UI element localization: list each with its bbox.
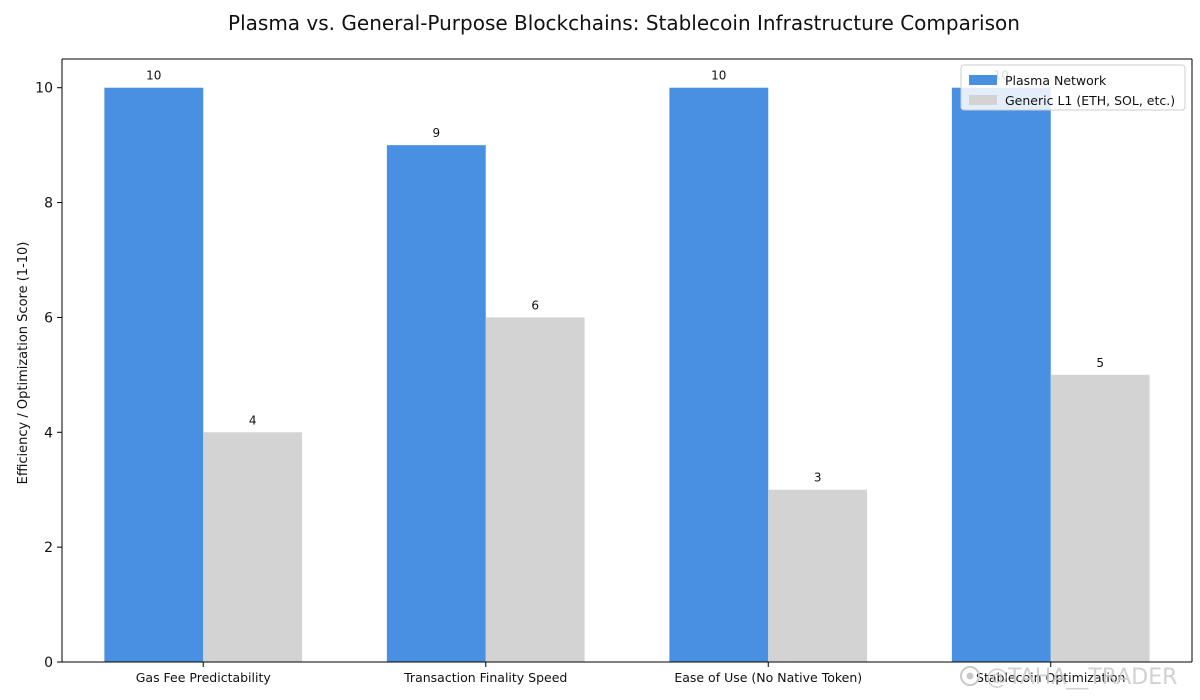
legend-label: Plasma Network — [1005, 73, 1107, 88]
legend-swatch — [969, 95, 997, 105]
x-tick-label: Gas Fee Predictability — [136, 670, 272, 685]
data-label: 10 — [146, 69, 161, 83]
x-tick-label: Ease of Use (No Native Token) — [674, 670, 862, 685]
y-axis-label: Efficiency / Optimization Score (1-10) — [16, 242, 31, 485]
axes-layer: 0 2 4 6 8 10 Gas Fee Predictability Transaction… — [35, 58, 1193, 685]
chart-title: Plasma vs. General-Purpose Blockchains: … — [228, 11, 1020, 35]
data-label: 6 — [531, 298, 539, 312]
bar-generic-2 — [485, 317, 585, 662]
bar-plasma-1 — [104, 87, 204, 662]
logo-icon-core — [966, 672, 974, 680]
bar-plasma-3 — [669, 87, 769, 662]
legend-swatch — [969, 75, 997, 85]
data-label: 3 — [814, 471, 822, 485]
bar-plasma-4 — [951, 87, 1051, 662]
y-tick-label: 6 — [44, 310, 53, 326]
data-label: 4 — [249, 413, 257, 427]
logo-icon — [960, 666, 980, 686]
y-tick-label: 2 — [44, 540, 53, 556]
y-tick-label: 0 — [44, 655, 53, 671]
y-tick-label: 10 — [35, 81, 53, 97]
bar-plasma-2 — [386, 145, 486, 663]
legend: Plasma Network Generic L1 (ETH, SOL, etc.… — [960, 64, 1186, 111]
y-tick-label: 8 — [44, 196, 53, 212]
watermark: @TAHA__TRADER — [960, 665, 1177, 690]
x-tick-label: Transaction Finality Speed — [403, 670, 567, 685]
bars-layer — [104, 87, 1150, 663]
data-label: 5 — [1096, 356, 1104, 370]
legend-label: Generic L1 (ETH, SOL, etc.) — [1005, 93, 1175, 108]
y-tick-label: 4 — [44, 425, 53, 441]
x-tick-label: Stablecoin Optimization — [976, 670, 1125, 685]
legend-box — [960, 64, 1186, 111]
bar-generic-4 — [1050, 374, 1150, 662]
data-label: 10 — [711, 69, 726, 83]
watermark-text: @TAHA__TRADER — [986, 665, 1177, 690]
data-label: 9 — [432, 126, 440, 140]
bar-generic-1 — [203, 432, 303, 662]
bar-generic-3 — [768, 489, 868, 662]
